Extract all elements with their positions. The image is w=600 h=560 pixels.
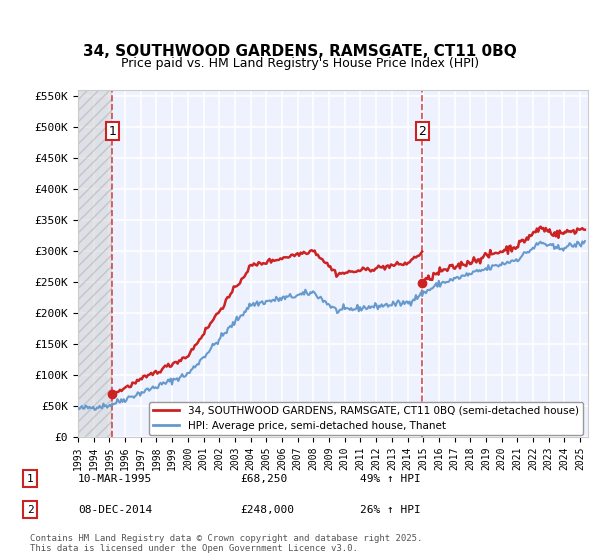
Text: Price paid vs. HM Land Registry's House Price Index (HPI): Price paid vs. HM Land Registry's House …	[121, 57, 479, 70]
Text: 34, SOUTHWOOD GARDENS, RAMSGATE, CT11 0BQ: 34, SOUTHWOOD GARDENS, RAMSGATE, CT11 0B…	[83, 44, 517, 59]
Legend: 34, SOUTHWOOD GARDENS, RAMSGATE, CT11 0BQ (semi-detached house), HPI: Average pr: 34, SOUTHWOOD GARDENS, RAMSGATE, CT11 0B…	[149, 402, 583, 435]
Text: 10-MAR-1995: 10-MAR-1995	[78, 474, 152, 484]
Text: 49% ↑ HPI: 49% ↑ HPI	[360, 474, 421, 484]
Text: Contains HM Land Registry data © Crown copyright and database right 2025.
This d: Contains HM Land Registry data © Crown c…	[30, 534, 422, 553]
Text: 2: 2	[26, 505, 34, 515]
Text: 1: 1	[108, 125, 116, 138]
Text: £68,250: £68,250	[240, 474, 287, 484]
Bar	[78, 90, 112, 437]
Text: 08-DEC-2014: 08-DEC-2014	[78, 505, 152, 515]
Text: £248,000: £248,000	[240, 505, 294, 515]
Text: 1: 1	[26, 474, 34, 484]
Text: 2: 2	[418, 125, 426, 138]
Text: 26% ↑ HPI: 26% ↑ HPI	[360, 505, 421, 515]
